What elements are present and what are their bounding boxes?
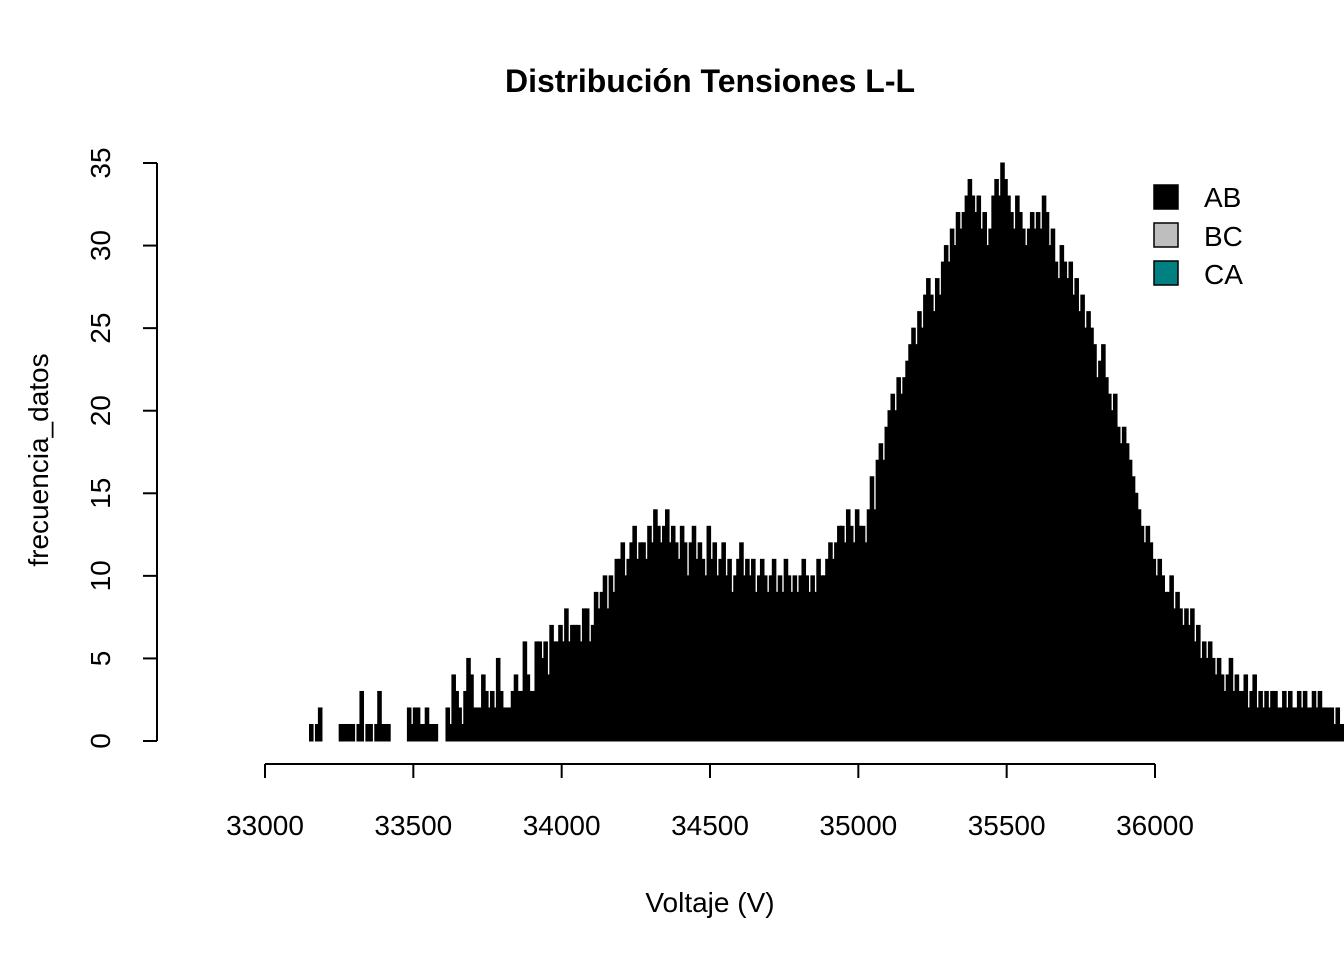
y-tick-label: 5 (85, 651, 116, 667)
y-tick-label: 30 (85, 230, 116, 261)
x-tick-label: 33500 (374, 810, 452, 841)
legend-label-ab: AB (1204, 182, 1241, 213)
bar-ab-42 (433, 723, 439, 742)
x-axis: 33000 33500 34000 34500 35000 35500 36000 (226, 763, 1194, 841)
y-axis-label: frecuencia_datos (23, 353, 54, 566)
chart-title: Distribución Tensiones L-L (505, 63, 915, 99)
bar-ab-14 (350, 723, 356, 742)
x-tick-label: 34500 (671, 810, 749, 841)
legend-swatch-ca (1153, 260, 1179, 286)
x-axis-label: Voltaje (V) (645, 887, 774, 918)
y-tick-label: 20 (85, 395, 116, 426)
bar-ab-0 (309, 723, 314, 742)
legend-label-ca: CA (1204, 259, 1243, 290)
bar-ab-3 (317, 707, 323, 742)
x-tick-label: 34000 (523, 810, 601, 841)
y-tick-label: 25 (85, 313, 116, 344)
bar-ab-26 (386, 723, 391, 742)
x-tick-label: 36000 (1116, 810, 1194, 841)
y-tick-label: 0 (85, 733, 116, 749)
y-tick-label: 35 (85, 147, 116, 178)
legend-label-bc: BC (1204, 221, 1243, 252)
legend-swatch-bc (1153, 222, 1179, 248)
bar-ab-20 (368, 723, 373, 742)
legend-swatch-ab (1153, 184, 1179, 210)
x-tick-label: 33000 (226, 810, 304, 841)
bar-ab-23 (377, 690, 382, 742)
y-tick-label: 10 (85, 560, 116, 591)
bar-ab-17 (359, 690, 364, 742)
y-tick-label: 15 (85, 478, 116, 509)
y-axis: 0 5 10 15 20 25 30 35 (85, 147, 158, 749)
x-tick-label: 35500 (968, 810, 1046, 841)
histogram-bars (309, 162, 1344, 742)
legend: AB BC CA (1153, 182, 1243, 290)
x-tick-label: 35000 (819, 810, 897, 841)
